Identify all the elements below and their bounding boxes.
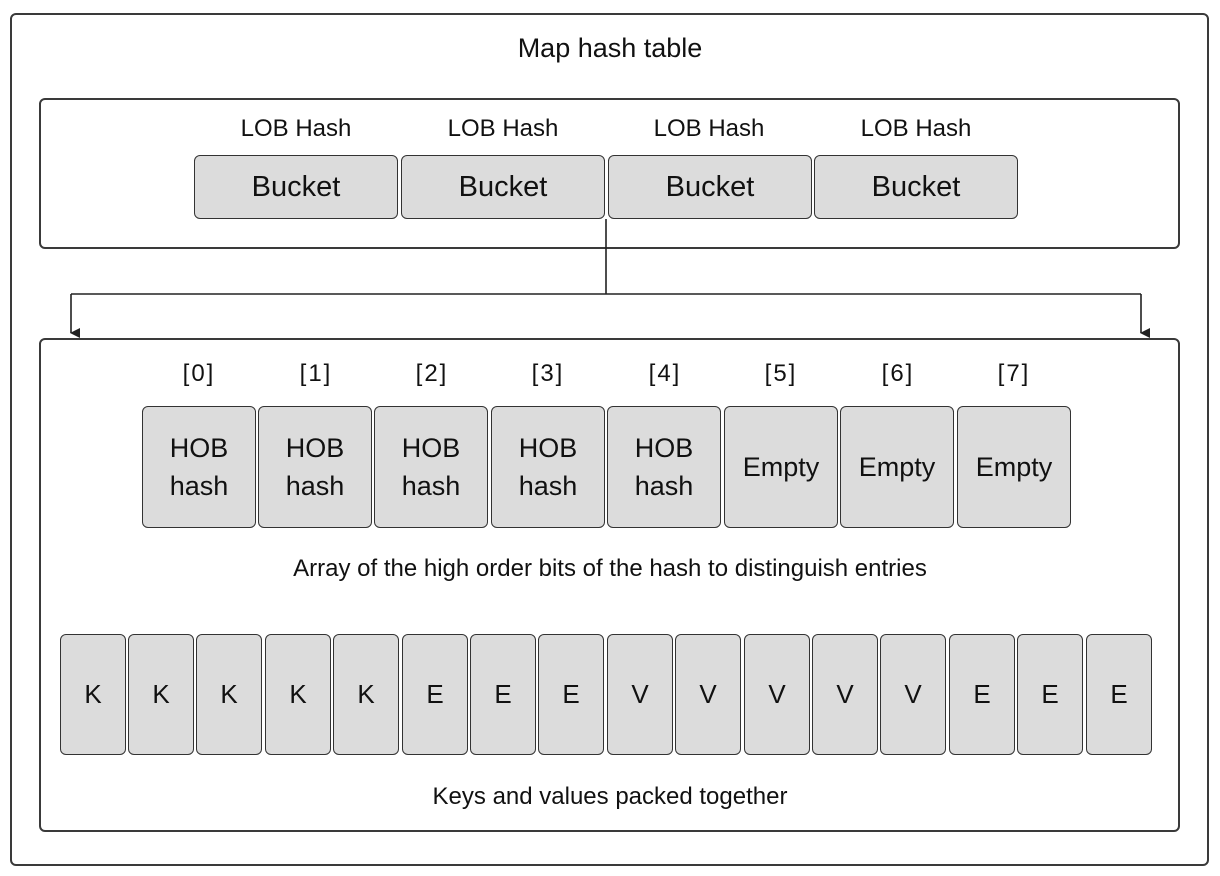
kv-cell: K [265, 634, 331, 755]
tophash-cell: HOB hash [607, 406, 721, 528]
tophash-index: [7] [997, 360, 1031, 387]
tophash-cell-line1: HOB [401, 433, 461, 463]
kv-cell: K [128, 634, 194, 755]
kv-cell: E [538, 634, 604, 755]
tophash-cell-line1: Empty [975, 452, 1053, 482]
lob-hash-label: LOB Hash [447, 115, 559, 142]
tophash-index: [4] [648, 360, 682, 387]
kv-cell: V [812, 634, 878, 755]
tophash-index: [3] [531, 360, 565, 387]
tophash-cell-empty: Empty [840, 406, 954, 528]
tophash-index: [0] [182, 360, 216, 387]
kv-cell: E [949, 634, 1015, 755]
tophash-index: [1] [299, 360, 333, 387]
kv-cell: K [196, 634, 262, 755]
tophash-cell-line1: HOB [518, 433, 578, 463]
tophash-index: [6] [881, 360, 915, 387]
kv-cell: K [60, 634, 126, 755]
tophash-index: [5] [764, 360, 798, 387]
lob-hash-label: LOB Hash [240, 115, 352, 142]
lob-hash-label: LOB Hash [860, 115, 972, 142]
tophash-index: [2] [415, 360, 449, 387]
kv-cell: V [607, 634, 673, 755]
kv-cell: E [1017, 634, 1083, 755]
tophash-cell-line1: HOB [169, 433, 229, 463]
tophash-cell: HOB hash [258, 406, 372, 528]
tophash-cell-line2: hash [634, 471, 694, 501]
tophash-caption: Array of the high order bits of the hash… [293, 555, 927, 582]
lob-hash-label: LOB Hash [653, 115, 765, 142]
tophash-cell-line2: hash [169, 471, 229, 501]
bucket-cell: Bucket [608, 155, 812, 219]
kv-cell: E [470, 634, 536, 755]
kv-cell: E [402, 634, 468, 755]
kv-cell: V [880, 634, 946, 755]
tophash-cell-line2: hash [285, 471, 345, 501]
kv-caption: Keys and values packed together [432, 783, 788, 810]
tophash-cell-line1: HOB [634, 433, 694, 463]
diagram-title: Map hash table [517, 33, 703, 63]
tophash-cell-line2: hash [518, 471, 578, 501]
tophash-cell-empty: Empty [957, 406, 1071, 528]
tophash-cell-empty: Empty [724, 406, 838, 528]
kv-cell: E [1086, 634, 1152, 755]
tophash-cell: HOB hash [142, 406, 256, 528]
bucket-cell: Bucket [401, 155, 605, 219]
tophash-cell: HOB hash [491, 406, 605, 528]
tophash-cell-line2: hash [401, 471, 461, 501]
tophash-cell-line1: HOB [285, 433, 345, 463]
bucket-cell: Bucket [194, 155, 398, 219]
kv-cell: V [744, 634, 810, 755]
bucket-cell: Bucket [814, 155, 1018, 219]
tophash-cell: HOB hash [374, 406, 488, 528]
kv-cell: K [333, 634, 399, 755]
tophash-cell-line1: Empty [858, 452, 936, 482]
tophash-cell-line1: Empty [742, 452, 820, 482]
kv-cell: V [675, 634, 741, 755]
